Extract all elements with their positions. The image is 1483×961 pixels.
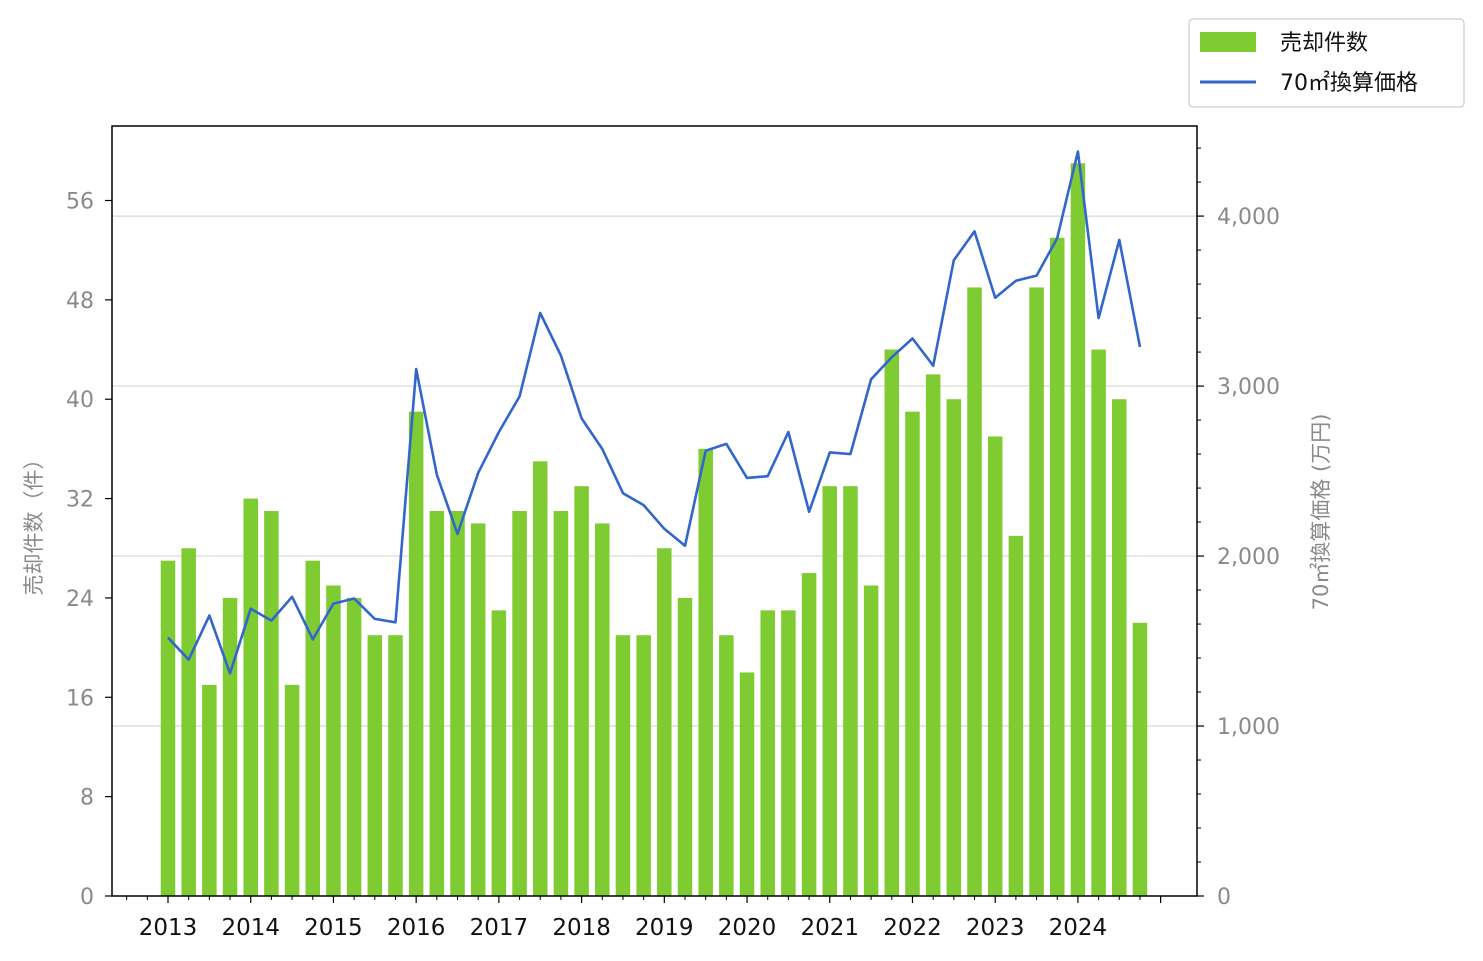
bar-44 <box>1070 163 1086 897</box>
x-tick-label-11: 2024 <box>1049 915 1108 941</box>
line-series <box>167 150 1142 675</box>
bar-40 <box>987 436 1003 896</box>
bar-39 <box>967 287 982 896</box>
x-tick-label-9: 2022 <box>883 915 942 941</box>
bar-3 <box>222 597 238 896</box>
bar-37 <box>925 374 941 896</box>
bar-18 <box>532 461 548 896</box>
right-tick-label-1: 1,000 <box>1217 715 1280 740</box>
bar-8 <box>326 585 341 896</box>
bar-13 <box>429 511 445 896</box>
legend-label-line: 70㎡換算価格 <box>1280 70 1418 96</box>
bar-15 <box>470 523 486 896</box>
bar-2 <box>202 684 217 896</box>
bar-11 <box>388 635 403 896</box>
plot-frame <box>111 125 1198 897</box>
bar-1 <box>181 548 196 896</box>
bar-35 <box>884 349 900 896</box>
legend: 売却件数 70㎡換算価格 <box>1188 18 1465 108</box>
bar-46 <box>1112 399 1127 896</box>
legend-label-bars: 売却件数 <box>1280 31 1368 56</box>
right-axis: 0 1,000 2,000 3,000 4,000 <box>1197 147 1280 910</box>
x-tick-label-3: 2016 <box>387 915 446 941</box>
bar-24 <box>657 548 672 896</box>
left-tick-label-0: 0 <box>80 885 94 910</box>
x-axis: 2013 2014 2015 2016 2017 2018 2019 2020 2021 2022… <box>126 896 1162 941</box>
x-tick-label-2: 2015 <box>304 915 363 941</box>
bar-30 <box>781 610 796 896</box>
left-tick-label-1: 8 <box>80 786 94 811</box>
right-tick-label-0: 0 <box>1217 885 1231 910</box>
bar-4 <box>243 498 258 896</box>
left-axis-title: 売却件数（件） <box>22 449 46 596</box>
x-tick-label-7: 2020 <box>718 915 777 941</box>
x-tick-label-6: 2019 <box>635 915 694 941</box>
bar-27 <box>719 635 734 896</box>
x-tick-label-8: 2021 <box>800 915 859 941</box>
bar-29 <box>760 610 775 896</box>
price-line <box>167 150 1142 675</box>
right-tick-label-4: 4,000 <box>1217 205 1280 230</box>
bar-33 <box>843 486 858 896</box>
x-tick-label-0: 2013 <box>139 915 198 941</box>
legend-swatch-bars <box>1200 32 1256 52</box>
right-axis-title: 70㎡換算価格 (万円) <box>1309 414 1333 611</box>
left-tick-label-6: 48 <box>66 289 94 314</box>
bar-42 <box>1029 287 1044 896</box>
right-tick-label-3: 3,000 <box>1217 375 1280 400</box>
bar-17 <box>512 511 527 896</box>
left-tick-label-2: 16 <box>66 686 94 711</box>
bar-10 <box>367 635 383 896</box>
x-tick-label-1: 2014 <box>221 915 280 941</box>
bar-32 <box>822 486 838 896</box>
bar-9 <box>346 597 362 896</box>
left-axis: 0 8 16 24 32 40 48 56 <box>66 190 112 910</box>
x-tick-label-10: 2023 <box>966 915 1025 941</box>
bar-47 <box>1132 622 1148 896</box>
bar-19 <box>553 511 569 896</box>
bar-20 <box>574 486 589 896</box>
bar-0 <box>160 560 176 896</box>
bar-23 <box>636 635 651 896</box>
bar-6 <box>284 684 300 896</box>
bar-26 <box>698 448 713 896</box>
left-tick-label-5: 40 <box>66 388 94 413</box>
bar-31 <box>801 573 817 896</box>
bar-38 <box>946 399 962 896</box>
right-tick-label-2: 2,000 <box>1217 545 1280 570</box>
bar-16 <box>491 610 507 896</box>
bar-28 <box>739 672 755 896</box>
left-tick-label-3: 24 <box>66 587 94 612</box>
x-tick-label-5: 2018 <box>552 915 611 941</box>
bar-series <box>160 163 1148 897</box>
bar-22 <box>615 635 631 896</box>
bar-14 <box>450 511 465 896</box>
left-tick-label-4: 32 <box>66 488 94 513</box>
bar-7 <box>305 560 321 896</box>
x-tick-label-4: 2017 <box>470 915 529 941</box>
bar-5 <box>264 511 279 896</box>
bar-21 <box>595 523 610 896</box>
bar-36 <box>905 411 920 896</box>
bar-41 <box>1008 535 1024 896</box>
bar-25 <box>677 597 693 896</box>
left-tick-label-7: 56 <box>66 190 94 215</box>
bar-43 <box>1049 237 1065 897</box>
legend-box <box>1188 18 1465 108</box>
bar-34 <box>863 585 879 896</box>
bar-12 <box>408 411 424 896</box>
bar-45 <box>1091 349 1106 896</box>
